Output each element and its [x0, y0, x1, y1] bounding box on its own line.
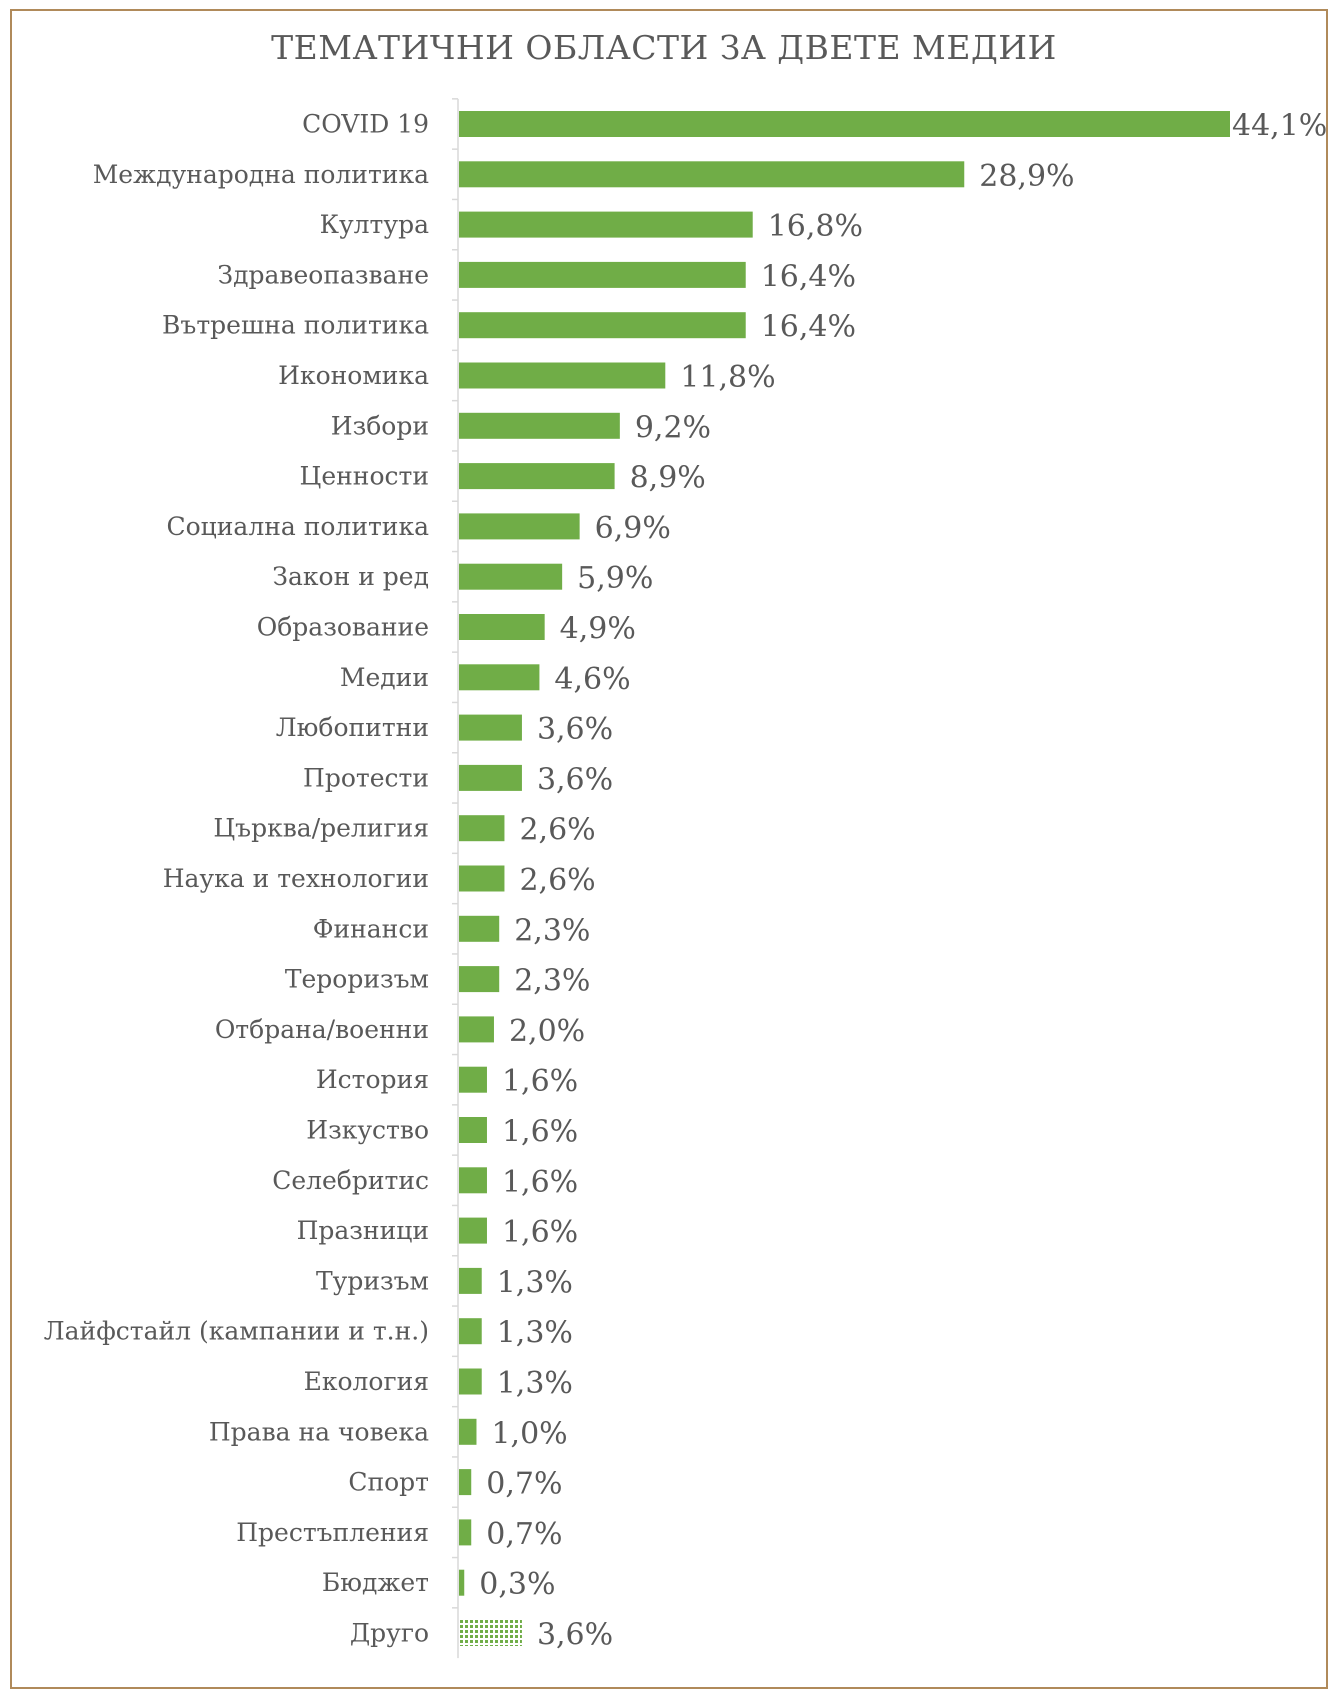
data-label: 1,6%: [502, 1165, 578, 1200]
bar: [459, 1267, 482, 1294]
data-label: 9,2%: [635, 410, 711, 445]
category-label: Социална политика: [167, 512, 430, 541]
bar: [459, 261, 746, 288]
data-label: 16,8%: [768, 209, 863, 244]
bar: [459, 563, 563, 590]
category-label: COVID 19: [302, 110, 429, 139]
category-label: Икономика: [278, 361, 429, 390]
category-label: Лайфстайл (кампании и т.н.): [44, 1317, 429, 1346]
category-label: Права на човека: [209, 1417, 429, 1446]
category-label: Екология: [304, 1367, 429, 1396]
data-label: 0,3%: [479, 1567, 555, 1602]
data-label: 1,3%: [497, 1366, 573, 1401]
bar: [459, 161, 965, 188]
bar: [459, 664, 540, 691]
data-label: 16,4%: [761, 310, 856, 345]
category-label: Бюджет: [322, 1568, 429, 1597]
bar: [459, 714, 522, 741]
bar: [459, 1117, 487, 1143]
data-label: 0,7%: [486, 1517, 562, 1552]
bar: [459, 915, 500, 942]
data-label: 1,0%: [491, 1416, 567, 1451]
data-label: 1,6%: [502, 1215, 578, 1250]
bar: [459, 362, 666, 389]
data-label: 2,3%: [514, 913, 590, 948]
category-label: Култура: [320, 210, 429, 239]
bar: [459, 412, 620, 439]
category-label: Наука и технологии: [163, 864, 429, 893]
bar: [459, 1016, 494, 1043]
data-label: 3,6%: [537, 712, 613, 747]
bar: [459, 1620, 522, 1646]
bar: [459, 111, 1230, 137]
data-label: 0,7%: [486, 1467, 562, 1502]
data-label: 2,0%: [509, 1014, 585, 1049]
bar: [459, 815, 505, 842]
bar: [459, 312, 746, 339]
category-label: Селебритис: [272, 1166, 429, 1195]
data-label: 28,9%: [979, 159, 1074, 194]
category-label: Тероризъм: [285, 965, 429, 994]
bar: [459, 513, 580, 540]
category-label: Празници: [297, 1216, 429, 1245]
data-label: 11,8%: [680, 360, 775, 395]
category-label: Църква/религия: [213, 814, 429, 843]
category-label: Туризъм: [316, 1266, 429, 1295]
data-label: 6,9%: [595, 511, 671, 546]
bar: [459, 211, 753, 238]
data-label: 3,6%: [537, 762, 613, 797]
category-label: Образование: [257, 613, 429, 642]
category-label: Протести: [303, 763, 429, 792]
category-label: Отбрана/военни: [215, 1015, 429, 1044]
data-label: 2,6%: [519, 863, 595, 898]
bar: [459, 1519, 472, 1546]
category-label: Вътрешна политика: [162, 311, 429, 340]
data-label: 5,9%: [577, 561, 653, 596]
category-label: Избори: [331, 411, 429, 440]
data-label: 4,9%: [560, 612, 636, 647]
bar: [459, 1418, 477, 1445]
data-label: 1,6%: [502, 1064, 578, 1099]
bar: [459, 865, 505, 892]
data-label: 1,6%: [502, 1115, 578, 1150]
bar: [459, 1469, 472, 1496]
category-label: Любопитни: [276, 713, 429, 742]
category-label: Ценности: [300, 462, 429, 491]
data-label: 1,3%: [497, 1265, 573, 1300]
bar: [459, 1368, 482, 1395]
category-label: История: [316, 1065, 429, 1094]
chart-title: ТЕМАТИЧНИ ОБЛАСТИ ЗА ДВЕТЕ МЕДИИ: [271, 28, 1057, 67]
category-label: Престъпления: [236, 1518, 429, 1547]
data-label: 2,3%: [514, 964, 590, 999]
bar: [459, 966, 500, 993]
category-label: Медии: [340, 663, 429, 692]
category-label: Изкуство: [306, 1116, 429, 1145]
data-label: 44,1%: [1232, 109, 1327, 144]
category-label: Друго: [350, 1619, 429, 1648]
bar: [459, 764, 522, 791]
category-label: Здравеопазване: [218, 260, 429, 289]
category-label: Финанси: [313, 914, 429, 943]
bar: [459, 1066, 487, 1093]
category-label: Закон и ред: [272, 562, 429, 591]
bar: [459, 614, 545, 640]
category-label: Международна политика: [93, 160, 429, 189]
bar: [459, 1217, 487, 1244]
data-label: 2,6%: [519, 813, 595, 848]
bar: [459, 463, 615, 490]
bar: [459, 1569, 465, 1596]
data-label: 3,6%: [537, 1618, 613, 1653]
bar: [459, 1167, 487, 1194]
data-label: 4,6%: [554, 662, 630, 697]
data-label: 16,4%: [761, 259, 856, 294]
data-label: 8,9%: [630, 461, 706, 496]
chart-frame: [10, 9, 1328, 1689]
category-label: Спорт: [348, 1468, 429, 1497]
data-label: 1,3%: [497, 1316, 573, 1351]
bar: [459, 1318, 482, 1345]
